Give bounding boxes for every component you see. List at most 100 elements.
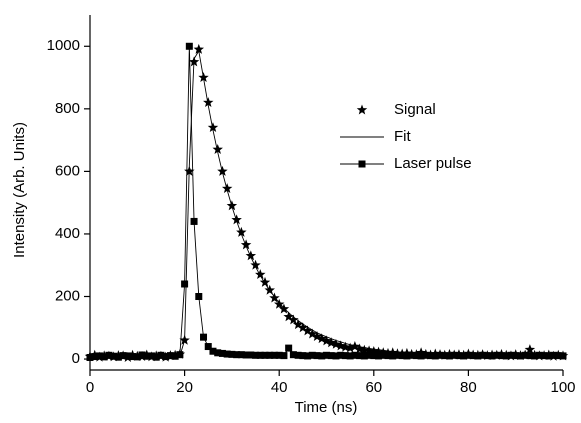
- data-point: [422, 351, 430, 359]
- data-point: [259, 276, 271, 287]
- data-point: [526, 352, 534, 360]
- data-point: [559, 352, 567, 360]
- data-point: [119, 352, 127, 360]
- data-point: [479, 351, 487, 359]
- data-point: [294, 351, 302, 359]
- data-point: [436, 351, 444, 359]
- data-point: [218, 349, 226, 357]
- data-point: [280, 352, 288, 360]
- data-point: [302, 325, 313, 336]
- data-point: [221, 183, 233, 194]
- data-point: [190, 217, 198, 225]
- data-point: [370, 352, 378, 360]
- data-point: [360, 352, 368, 360]
- data-point: [474, 352, 482, 360]
- data-point: [223, 350, 231, 358]
- data-point: [445, 352, 453, 360]
- data-point: [521, 351, 529, 359]
- data-point: [171, 352, 179, 360]
- data-point: [375, 352, 383, 360]
- data-point: [393, 351, 401, 359]
- legend-label: Fit: [394, 128, 411, 145]
- data-point: [330, 338, 342, 349]
- data-point: [195, 292, 203, 300]
- data-point: [185, 42, 193, 50]
- y-tick-label: 0: [72, 350, 80, 367]
- data-point: [250, 259, 261, 270]
- series-line: [89, 46, 564, 358]
- data-point: [545, 352, 553, 360]
- data-point: [344, 342, 356, 353]
- data-point: [240, 239, 252, 250]
- data-point: [231, 214, 242, 225]
- data-point: [129, 353, 137, 361]
- data-point: [412, 352, 420, 360]
- data-point: [285, 344, 293, 352]
- data-point: [110, 352, 118, 360]
- data-point: [415, 347, 427, 358]
- y-tick-label: 1000: [47, 37, 80, 54]
- data-point: [368, 346, 380, 356]
- data-point: [86, 353, 94, 361]
- data-point: [359, 344, 370, 355]
- data-point: [379, 351, 387, 359]
- data-point: [389, 352, 397, 360]
- x-tick-label: 20: [176, 379, 193, 396]
- data-point: [498, 352, 506, 360]
- data-point: [261, 351, 269, 359]
- data-point: [403, 352, 411, 360]
- data-point: [264, 284, 275, 295]
- data-point: [531, 352, 539, 360]
- data-point: [256, 351, 264, 359]
- data-point: [214, 349, 222, 357]
- data-point: [337, 351, 345, 359]
- data-point: [507, 351, 515, 359]
- x-tick-label: 60: [365, 379, 382, 396]
- data-point: [95, 352, 103, 360]
- data-point: [275, 351, 283, 359]
- x-tick-label: 0: [86, 379, 94, 396]
- data-point: [157, 351, 165, 359]
- data-point: [321, 335, 332, 346]
- y-tick-label: 400: [55, 225, 80, 242]
- data-point: [554, 352, 562, 360]
- data-point: [228, 350, 236, 358]
- data-point: [193, 43, 205, 54]
- data-point: [346, 352, 354, 360]
- data-point: [427, 352, 435, 360]
- data-point: [252, 351, 260, 359]
- data-point: [273, 298, 285, 309]
- data-point: [351, 351, 359, 359]
- data-point: [299, 352, 307, 360]
- data-point: [332, 352, 340, 360]
- data-point: [181, 280, 189, 288]
- data-point: [398, 352, 406, 360]
- data-point: [363, 345, 375, 356]
- series-line: [90, 49, 563, 357]
- data-point: [308, 351, 316, 359]
- x-tick-label: 80: [460, 379, 477, 396]
- data-point: [147, 352, 155, 360]
- data-point: [341, 352, 349, 360]
- data-point: [354, 343, 365, 354]
- data-point: [212, 143, 223, 154]
- data-point: [335, 340, 346, 351]
- x-tick-label: 100: [550, 379, 575, 396]
- data-point: [105, 351, 113, 359]
- data-point: [469, 352, 477, 360]
- data-point: [289, 351, 297, 359]
- legend-label: Signal: [394, 101, 436, 118]
- data-point: [292, 319, 304, 330]
- legend-marker: [358, 160, 366, 168]
- data-point: [540, 352, 548, 360]
- data-point: [493, 351, 501, 359]
- data-point: [152, 353, 160, 361]
- data-point: [327, 352, 335, 360]
- data-point: [269, 292, 280, 303]
- data-point: [326, 337, 337, 348]
- data-point: [512, 352, 520, 360]
- data-point: [176, 351, 184, 359]
- data-point: [297, 322, 309, 333]
